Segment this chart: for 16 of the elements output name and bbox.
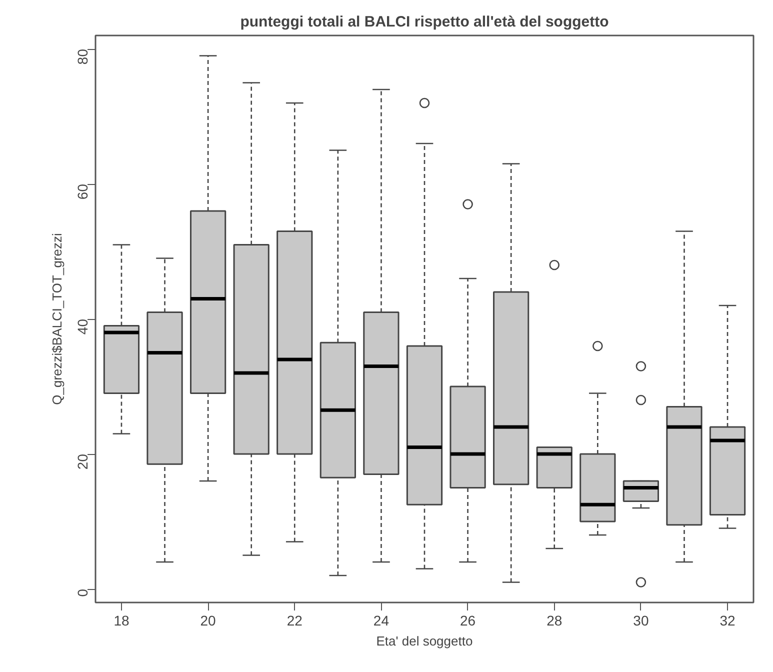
x-tick-label: 28 (546, 612, 562, 628)
y-axis-title: Q_grezzi$BALCI_TOT_grezzi (50, 233, 64, 405)
y-tick-label: 40 (74, 318, 90, 335)
x-tick-label: 20 (200, 612, 216, 628)
x-tick-label: 22 (286, 612, 303, 628)
x-tick-label: 30 (633, 612, 649, 628)
y-tick-label: 80 (74, 48, 90, 65)
chart-title: punteggi totali al BALCI rispetto all'età del soggetto (240, 14, 609, 30)
x-tick-label: 24 (373, 612, 390, 628)
x-tick-label: 32 (720, 612, 736, 628)
y-tick-label: 60 (74, 184, 90, 200)
x-tick-label: 26 (460, 612, 476, 628)
y-tick-label: 20 (74, 454, 90, 470)
y-tick-label: 0 (74, 588, 90, 597)
x-tick-label: 18 (114, 612, 130, 628)
x-axis-title: Eta' del soggetto (376, 634, 473, 648)
